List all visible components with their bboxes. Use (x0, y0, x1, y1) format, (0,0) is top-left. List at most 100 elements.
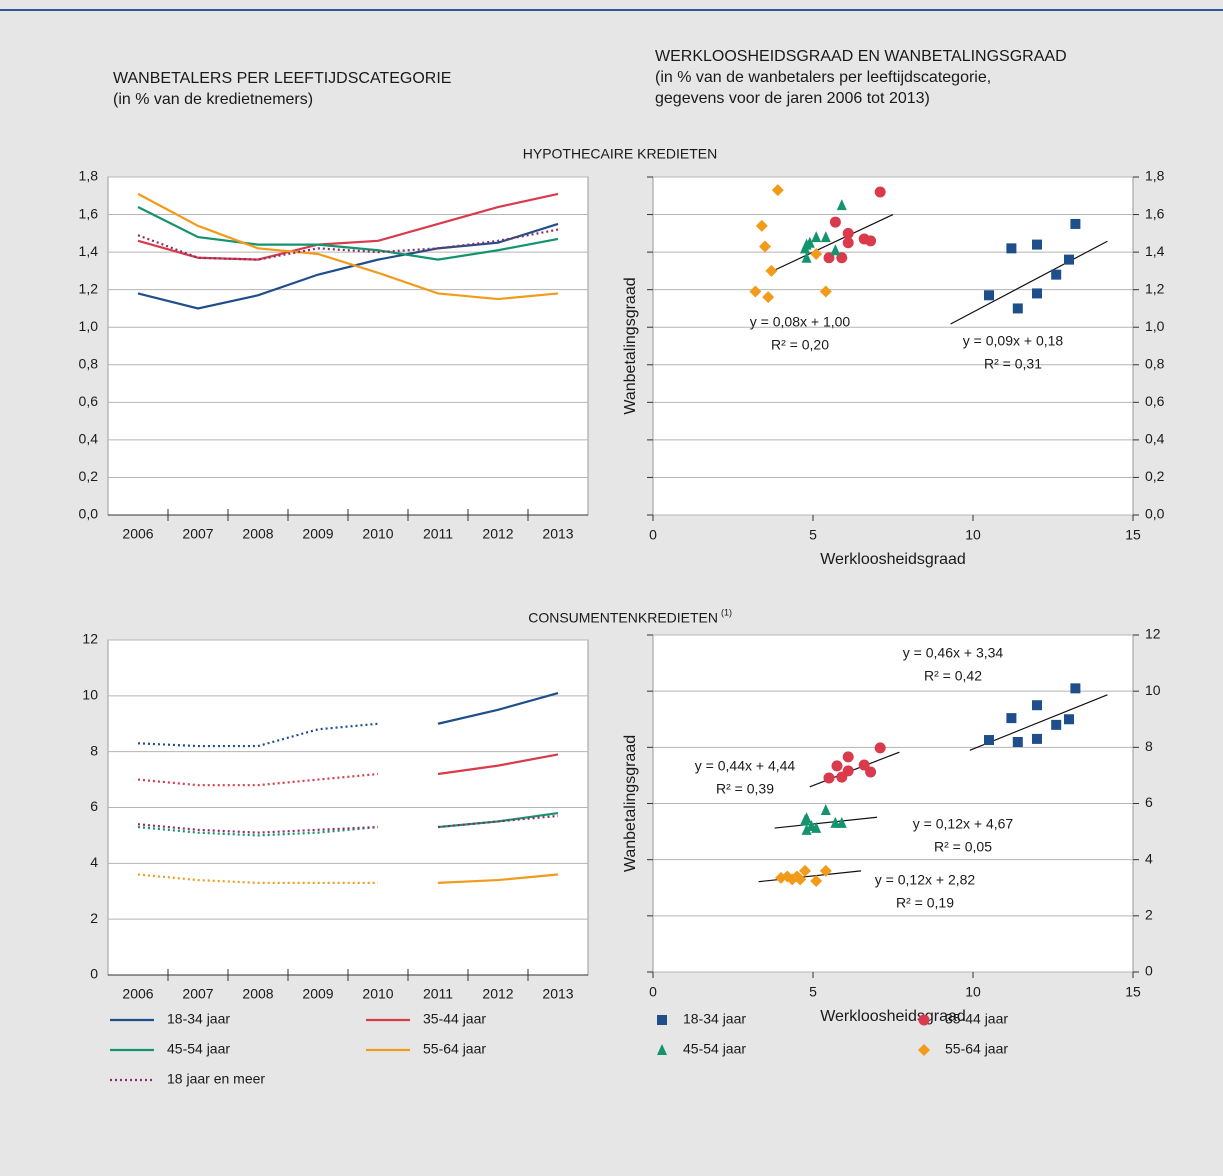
x-axis-title: Werkloosheidsgraad (820, 551, 966, 568)
section-title: HYPOTHECAIRE KREDIETEN (523, 146, 717, 162)
marker-square (1051, 269, 1062, 280)
trendline-equation: y = 0,46x + 3,34 (903, 645, 1004, 661)
marker-diamond (749, 285, 762, 298)
marker-diamond (771, 184, 784, 197)
marker-circle (829, 216, 841, 228)
y-tick-label: 0 (1145, 963, 1153, 979)
x-tick-label: 2013 (542, 526, 573, 542)
y-tick-label: 10 (82, 687, 98, 703)
y-tick-label: 0,0 (79, 506, 99, 522)
left-subtitle: (in % van de kredietnemers) (113, 91, 313, 108)
trendline-r2: R² = 0,19 (896, 895, 954, 911)
trendline-equation: y = 0,12x + 2,82 (875, 872, 976, 888)
y-tick-label: 1,2 (1145, 280, 1165, 296)
marker-circle (874, 186, 886, 198)
legend-label: 45-54 jaar (683, 1041, 746, 1057)
marker-diamond (819, 285, 832, 298)
y-tick-label: 4 (1145, 850, 1153, 866)
x-tick-label: 2009 (302, 526, 333, 542)
x-tick-label: 5 (809, 527, 817, 543)
series-line (437, 691, 559, 725)
marker-triangle (830, 244, 841, 256)
marker-diamond (819, 864, 832, 877)
trendline-r2: R² = 0,20 (771, 337, 829, 353)
trendline (767, 214, 894, 274)
y-tick-label: 12 (82, 631, 98, 647)
y-axis-title: Wanbetalingsgraad (622, 277, 639, 414)
x-tick-label: 2007 (182, 526, 213, 542)
marker-diamond (918, 1044, 930, 1056)
marker-square (1032, 700, 1042, 711)
plot-area (107, 176, 589, 516)
marker-circle (842, 227, 854, 239)
y-tick-label: 1,6 (1145, 205, 1165, 221)
series-line (137, 722, 379, 748)
x-tick-label: 0 (649, 527, 657, 543)
y-tick-label: 1,8 (79, 168, 99, 184)
marker-square (1006, 713, 1017, 724)
marker-triangle (836, 199, 847, 211)
x-tick-label: 2008 (242, 986, 273, 1002)
x-tick-label: 2010 (362, 526, 393, 542)
x-tick-label: 2006 (122, 986, 153, 1002)
marker-circle (874, 742, 886, 754)
marker-square (1006, 243, 1017, 254)
marker-circle (831, 760, 843, 772)
series-line (137, 222, 559, 310)
y-tick-label: 0,2 (79, 468, 99, 484)
marker-diamond (794, 873, 807, 886)
x-tick-label: 2006 (122, 526, 153, 542)
legend-label: 18 jaar en meer (167, 1071, 265, 1087)
x-axis-title: Werkloosheidsgraad (820, 1008, 966, 1025)
x-tick-label: 15 (1125, 984, 1141, 1000)
trendline (774, 816, 878, 829)
x-tick-label: 0 (649, 984, 657, 1000)
marker-diamond (759, 240, 771, 253)
trendline-equation: y = 0,09x + 0,18 (963, 333, 1064, 349)
trendline (758, 870, 862, 883)
marker-triangle (801, 251, 812, 263)
section-title: CONSUMENTENKREDIETEN (528, 610, 718, 626)
x-tick-label: 2011 (423, 986, 453, 1002)
marker-square (1070, 218, 1081, 229)
marker-diamond (810, 247, 823, 260)
marker-square (984, 290, 994, 301)
trendline-equation: y = 0,44x + 4,44 (695, 758, 796, 774)
x-tick-label: 10 (965, 527, 981, 543)
marker-diamond (765, 264, 778, 277)
series-line (137, 772, 379, 787)
legend-label: 35-44 jaar (945, 1011, 1008, 1027)
x-tick-label: 5 (809, 984, 817, 1000)
y-tick-label: 8 (90, 742, 98, 758)
series-line (137, 228, 559, 261)
left-title: WANBETALERS PER LEEFTIJDSCATEGORIE (113, 70, 451, 87)
y-tick-label: 0,4 (1145, 431, 1165, 447)
marker-triangle (811, 821, 822, 833)
y-tick-label: 0,4 (79, 431, 99, 447)
marker-circle (836, 771, 848, 783)
marker-square (657, 1015, 667, 1025)
marker-square (1064, 714, 1074, 725)
trendline (950, 240, 1108, 325)
x-tick-label: 10 (965, 984, 981, 1000)
right-subtitle: gegevens voor de jaren 2006 tot 2013) (655, 90, 930, 107)
x-tick-label: 2012 (482, 526, 513, 542)
y-tick-label: 2 (90, 910, 98, 926)
marker-square (1012, 736, 1023, 747)
legend-label: 55-64 jaar (423, 1041, 486, 1057)
y-tick-label: 1,0 (1145, 318, 1165, 334)
plot-area (652, 176, 1134, 516)
right-title: WERKLOOSHEIDSGRAAD EN WANBETALINGSGRAAD (655, 48, 1067, 65)
marker-triangle (657, 1044, 667, 1055)
marker-square (1070, 683, 1081, 694)
x-tick-label: 2012 (482, 986, 513, 1002)
marker-diamond (799, 864, 811, 877)
series-line (137, 825, 379, 837)
right-subtitle: (in % van de wanbetalers per leeftijdsca… (655, 69, 991, 86)
y-tick-label: 1,6 (79, 205, 99, 221)
trendline-r2: R² = 0,31 (984, 356, 1042, 372)
y-tick-label: 0,8 (79, 355, 99, 371)
trendline-r2: R² = 0,42 (924, 668, 982, 684)
x-tick-label: 15 (1125, 527, 1141, 543)
y-tick-label: 0,0 (1145, 506, 1165, 522)
